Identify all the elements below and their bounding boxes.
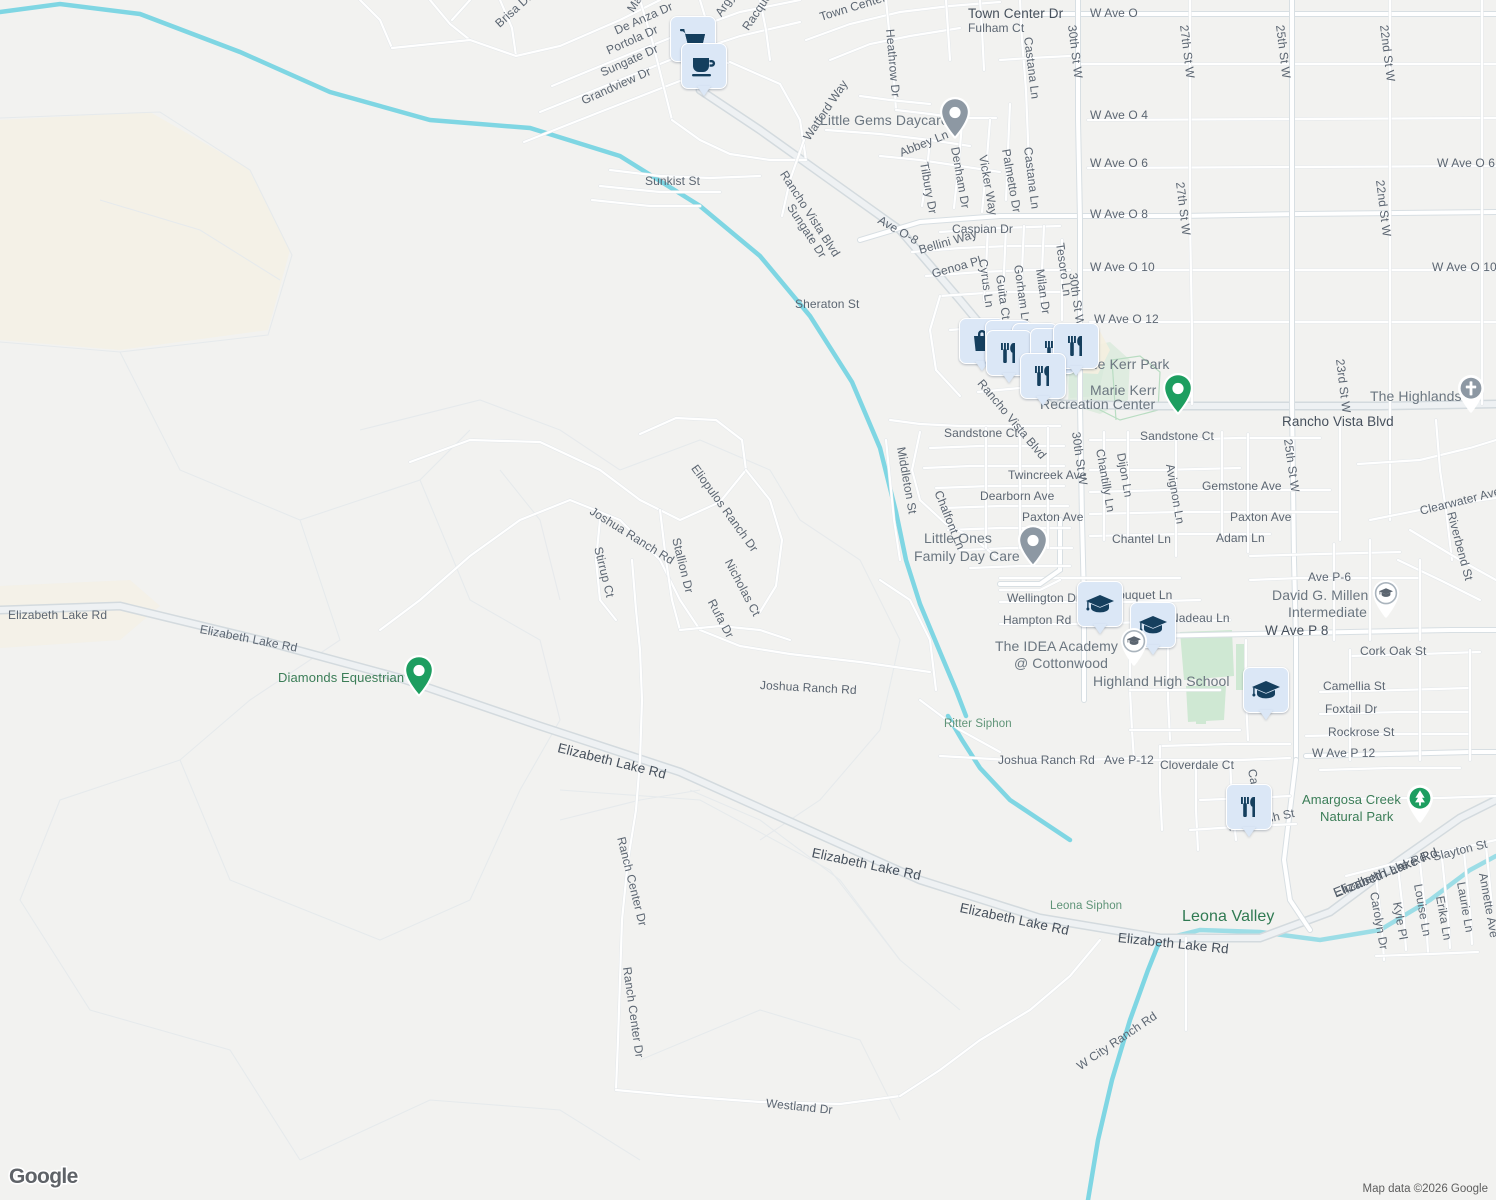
- creek-mid: [945, 713, 1073, 843]
- church-pin-icon[interactable]: [1453, 373, 1489, 420]
- restaurant-icon[interactable]: [1226, 784, 1272, 830]
- school-cap-icon[interactable]: [1243, 667, 1289, 713]
- circle-dot-pin-icon[interactable]: [938, 96, 972, 145]
- rural-network: [378, 416, 1142, 1106]
- school-complex: [1128, 638, 1292, 762]
- nw-residential: [358, 0, 808, 208]
- google-logo[interactable]: Google: [7, 1163, 86, 1194]
- creek-upper: [0, 1, 969, 719]
- google-wordmark-icon: Google: [7, 1163, 80, 1189]
- school-circle-icon[interactable]: [1116, 626, 1152, 673]
- green-dot-pin-icon[interactable]: [402, 654, 436, 703]
- south-east-grid: [997, 517, 1496, 933]
- map-attribution: Map data ©2026 Google: [1362, 1183, 1488, 1195]
- creek-east: [1157, 853, 1496, 943]
- school-circle-icon[interactable]: [1368, 578, 1404, 625]
- green-dot-pin-icon[interactable]: [1161, 372, 1195, 421]
- coffee-cup-icon[interactable]: [681, 43, 727, 89]
- restaurant-icon[interactable]: [1053, 323, 1099, 369]
- east-residential: [1088, 418, 1496, 602]
- creek-lower: [1085, 937, 1163, 1200]
- park-pin-icon[interactable]: [1402, 783, 1438, 830]
- leona-lanes: [1184, 838, 1496, 1032]
- school-cap-icon[interactable]: [1077, 581, 1123, 627]
- svg-text:Google: Google: [9, 1165, 78, 1188]
- restaurant-icon[interactable]: [1020, 353, 1066, 399]
- circle-dot-pin-icon[interactable]: [1016, 524, 1050, 573]
